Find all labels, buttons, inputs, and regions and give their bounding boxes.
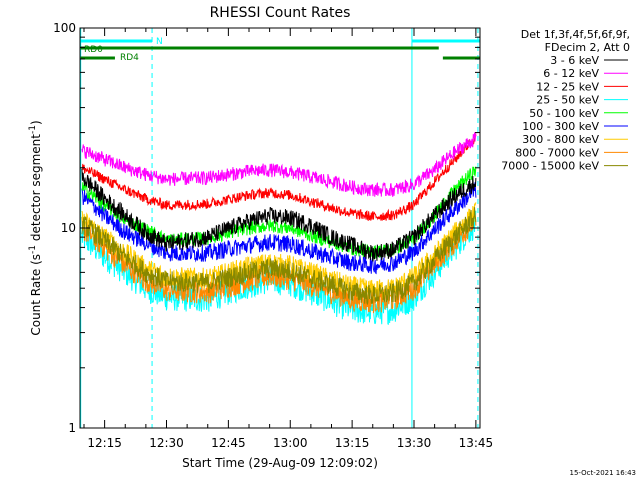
- status-bar-label-0: N: [156, 37, 163, 47]
- y-axis-label-close: ): [29, 120, 43, 125]
- series-8: [81, 207, 477, 306]
- x-tick-label-6: 13:45: [459, 436, 494, 450]
- y-axis-label-sup2: -1: [28, 125, 38, 134]
- y-axis-label-main: Count Rate (s: [29, 254, 43, 336]
- legend-header-line-2: FDecim 2, Att 0: [545, 41, 630, 54]
- legend-label-2: 12 - 25 keV: [536, 80, 599, 93]
- series-0: [81, 168, 477, 262]
- legend: Det 1f,3f,4f,5f,6f,9f, FDecim 2, Att 0 3…: [501, 28, 630, 173]
- series-5: [81, 182, 477, 275]
- y-tick-label-1: 10: [61, 221, 76, 235]
- x-tick-label-4: 13:15: [335, 436, 370, 450]
- status-bar-label-1: RD0: [84, 45, 103, 55]
- series-1: [81, 132, 477, 197]
- x-tick-label-2: 12:45: [211, 436, 246, 450]
- plot-area: N RD0 RD4 12:15 12:30 12:45 13:00 13:15 13:30 13…: [53, 21, 493, 450]
- y-tick-label-2: 100: [53, 21, 76, 35]
- y-axis-label-tail: detector segment: [29, 134, 43, 245]
- legend-label-6: 300 - 800 keV: [522, 133, 599, 146]
- status-bar-label-2: RD4: [120, 53, 139, 63]
- timestamp: 15-Oct-2021 16:43: [570, 469, 636, 477]
- x-tick-label-5: 13:30: [397, 436, 432, 450]
- x-tick-label-1: 12:30: [149, 436, 184, 450]
- y-axis-label: Count Rate (s-1 detector segment-1): [28, 120, 43, 335]
- y-axis-label-sup: -1: [28, 245, 38, 254]
- legend-label-1: 6 - 12 keV: [543, 67, 599, 80]
- y-tick-label-0: 1: [68, 421, 76, 435]
- chart-title: RHESSI Count Rates: [210, 5, 351, 21]
- legend-label-0: 3 - 6 keV: [550, 54, 599, 67]
- legend-label-3: 25 - 50 keV: [536, 94, 599, 107]
- x-axis: 12:15 12:30 12:45 13:00 13:15 13:30 13:45: [83, 28, 494, 450]
- x-tick-label-3: 13:00: [273, 436, 308, 450]
- legend-label-4: 50 - 100 keV: [529, 107, 599, 120]
- x-axis-label: Start Time (29-Aug-09 12:09:02): [182, 456, 378, 470]
- series-layer: [81, 132, 477, 325]
- y-axis: 1 10 100: [53, 21, 480, 435]
- legend-header-line-1: Det 1f,3f,4f,5f,6f,9f,: [521, 28, 630, 41]
- legend-label-5: 100 - 300 keV: [522, 120, 599, 133]
- series-6: [81, 202, 477, 300]
- status-bars: N RD0 RD4: [80, 37, 480, 63]
- legend-label-7: 800 - 7000 keV: [515, 146, 599, 159]
- legend-label-8: 7000 - 15000 keV: [501, 160, 599, 173]
- x-tick-label-0: 12:15: [87, 436, 122, 450]
- series-2: [81, 132, 477, 221]
